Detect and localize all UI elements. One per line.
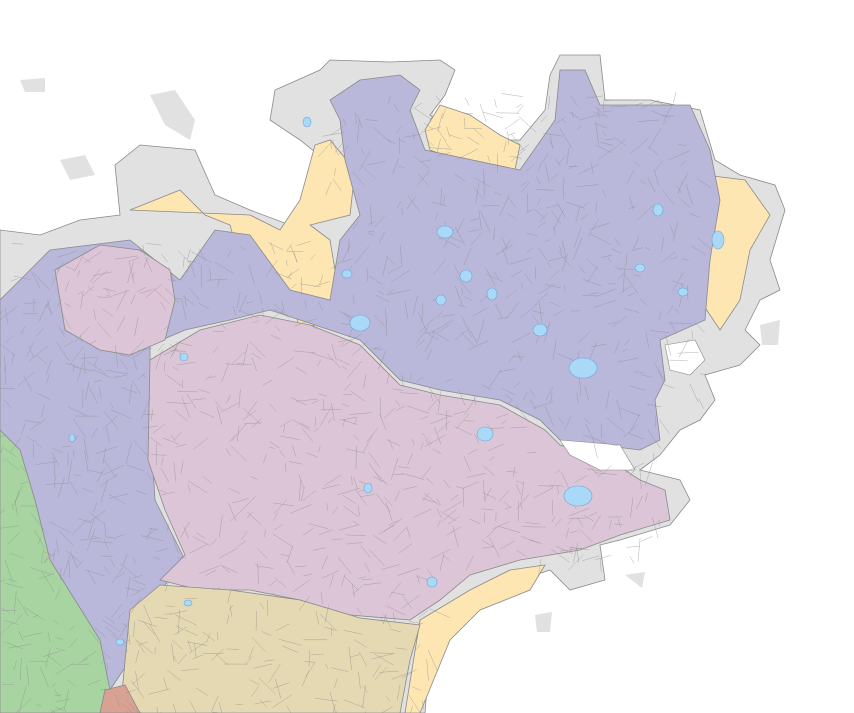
bay [664, 339, 706, 376]
pond [363, 482, 373, 494]
pond [532, 323, 548, 337]
pond [711, 230, 725, 250]
zone-pink [54, 244, 176, 356]
parcel-boundaries [0, 92, 712, 713]
islet [60, 155, 95, 180]
water-bodies-layer [68, 116, 725, 646]
pond [652, 203, 664, 217]
zones-layer [0, 69, 771, 713]
zone-khaki [119, 584, 421, 713]
pond [563, 485, 593, 507]
zone-salmon [99, 684, 141, 713]
pond [459, 269, 473, 283]
pond [435, 294, 447, 306]
pond [568, 357, 598, 379]
pond [426, 576, 438, 588]
parcel-lines-layer [0, 92, 712, 713]
pond [677, 287, 689, 297]
pond [115, 638, 125, 646]
pond [349, 314, 371, 332]
islet [20, 78, 45, 92]
zone-sand [404, 564, 546, 713]
zone-green [0, 429, 111, 713]
pond [436, 225, 454, 239]
pond [486, 287, 498, 301]
pond [634, 263, 646, 273]
pond [68, 433, 76, 443]
pond [179, 352, 189, 362]
pond [302, 116, 312, 128]
islet [625, 572, 645, 588]
pond [183, 599, 193, 607]
pond [476, 426, 494, 442]
islet [535, 612, 552, 632]
islet [150, 90, 195, 140]
islet [760, 320, 780, 345]
pond [341, 269, 353, 279]
